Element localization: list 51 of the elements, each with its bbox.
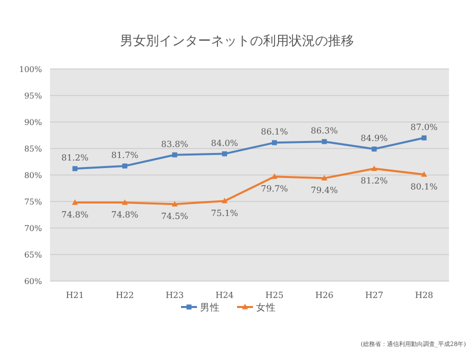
data-label: 75.1% (211, 208, 238, 219)
data-label: 86.3% (310, 126, 338, 137)
point (222, 198, 228, 204)
data-label: 81.2% (61, 154, 88, 164)
point (322, 139, 327, 144)
point (72, 199, 78, 205)
x-tick-label: H23 (166, 291, 184, 301)
y-tick-label: 60% (24, 277, 42, 286)
y-tick-label: 100% (19, 65, 42, 74)
data-label: 86.1% (260, 128, 288, 138)
x-tick-label: H22 (116, 291, 134, 301)
x-tick-label: H27 (365, 291, 384, 301)
x-tick-label: H26 (315, 291, 334, 301)
data-label: 80.1% (410, 182, 438, 192)
x-tick-label: H24 (215, 291, 234, 301)
point (172, 200, 178, 206)
point (172, 152, 178, 158)
x-tick-label: H21 (66, 291, 84, 301)
y-tick-label: 70% (24, 224, 42, 233)
point (422, 135, 427, 140)
point (122, 163, 128, 168)
legend-label: 女性 (256, 302, 276, 314)
data-label: 81.2% (360, 176, 388, 187)
data-label: 79.7% (260, 184, 288, 195)
point (421, 171, 428, 177)
data-label: 74.8% (111, 210, 138, 221)
y-tick-label: 85% (24, 144, 42, 154)
y-tick-label: 65% (24, 250, 42, 260)
point (222, 151, 228, 156)
data-label: 74.8% (61, 210, 88, 221)
data-label: 84.9% (360, 134, 388, 144)
point (272, 140, 277, 146)
point (72, 166, 78, 172)
x-tick-label: H28 (414, 291, 434, 301)
point (122, 199, 128, 205)
data-label: 81.7% (111, 150, 138, 161)
y-tick-label: 80% (24, 171, 42, 180)
y-tick-label: 75% (24, 198, 42, 206)
data-label: 74.5% (161, 212, 188, 222)
data-label: 84.0% (211, 138, 238, 149)
data-label: 79.4% (310, 186, 338, 196)
point (371, 165, 378, 171)
data-label: 87.0% (410, 122, 438, 133)
y-tick-label: 95% (24, 92, 42, 100)
y-tick-label: 90% (24, 118, 42, 127)
point (372, 146, 377, 152)
point (321, 174, 328, 180)
x-tick-label: H25 (265, 291, 284, 301)
legend-label: 男性 (200, 302, 220, 314)
data-label: 83.8% (161, 140, 188, 150)
chart-title: 男女別インターネットの利用状況の推移 (120, 34, 354, 49)
